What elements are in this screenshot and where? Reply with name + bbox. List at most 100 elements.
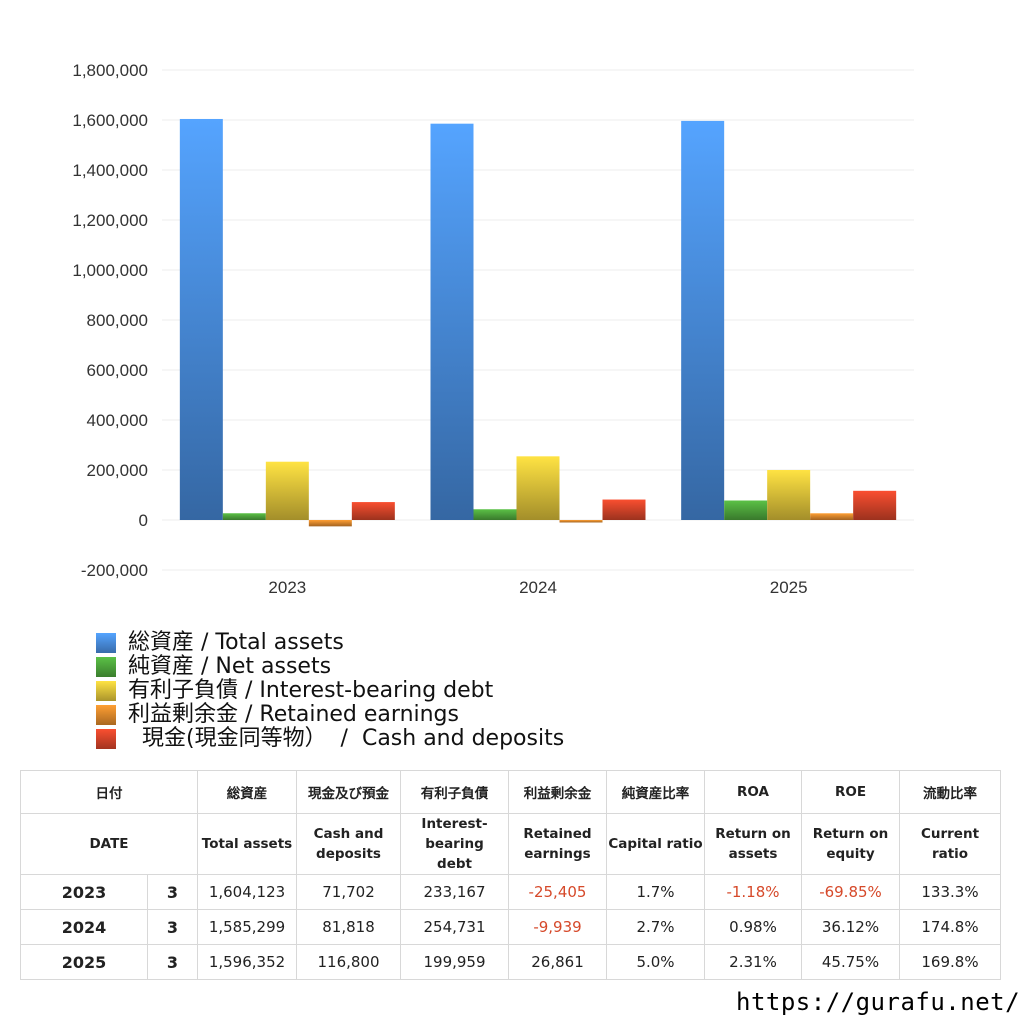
table-row: 2023 3 1,604,123 71,702 233,167 -25,405 1.7% -1…	[20, 874, 1001, 910]
legend-label: 現金(現金同等物） / Cash and deposits	[128, 726, 565, 751]
column-header-ja: ROA	[704, 770, 802, 814]
table-cell: 174.8%	[899, 909, 1001, 945]
x-tick-label: 2023	[268, 578, 306, 597]
legend: 総資産 / Total assets 純資産 / Net assets 有利子負債 …	[96, 631, 564, 751]
legend-label: 有利子負債 / Interest-bearing debt	[128, 678, 494, 703]
row-year: 2025	[20, 944, 148, 980]
x-tick-label: 2024	[519, 578, 557, 597]
table-cell: 116,800	[296, 944, 401, 980]
bar-2024-series-2	[473, 509, 517, 520]
legend-swatch	[96, 681, 116, 701]
y-axis-ticks: 1,800,000 1,600,000 1,400,000 1,200,000 1,00…	[72, 61, 148, 580]
site-url[interactable]: https://gurafu.net/	[736, 988, 1021, 1016]
bar-2023-series-5	[351, 502, 395, 520]
bar-2025-series-1	[681, 120, 725, 521]
row-month: 3	[147, 944, 198, 980]
table-cell: 1.7%	[606, 874, 705, 910]
column-header-ja: 現金及び預金	[296, 770, 401, 814]
legend-item: 現金(現金同等物） / Cash and deposits	[96, 727, 564, 751]
table-row: 2024 3 1,585,299 81,818 254,731 -9,939 2.7% 0.9…	[20, 909, 1001, 945]
bar-2024-series-4	[559, 520, 603, 523]
table-cell: 36.12%	[801, 909, 900, 945]
column-header-en: Retained earnings	[508, 813, 607, 875]
column-header-en: Total assets	[197, 813, 297, 875]
bar-2024-series-1	[430, 123, 474, 521]
table-cell: 233,167	[400, 874, 509, 910]
legend-item: 純資産 / Net assets	[96, 655, 564, 679]
bar-2023-series-1	[179, 118, 223, 521]
y-tick-label: 200,000	[87, 461, 148, 480]
legend-swatch	[96, 657, 116, 677]
y-tick-label: 600,000	[87, 361, 148, 380]
column-header-en: Current ratio	[899, 813, 1001, 875]
legend-item: 利益剰余金 / Retained earnings	[96, 703, 564, 727]
financial-table: 日付 総資産 現金及び預金 有利子負債 利益剰余金 純資産比率 ROA ROE 流動比率 DAT…	[20, 770, 1001, 980]
table-cell: -25,405	[508, 874, 607, 910]
table-cell: -9,939	[508, 909, 607, 945]
column-header-en: Return on assets	[704, 813, 802, 875]
y-tick-label: -200,000	[81, 561, 148, 580]
row-year: 2023	[20, 874, 148, 910]
bar-chart: 1,800,000 1,600,000 1,400,000 1,200,000 1,00…	[72, 61, 914, 597]
legend-swatch	[96, 729, 116, 749]
bar-2025-series-5	[853, 490, 897, 520]
header-row-english: DATE Total assets Cash and deposits Interest…	[20, 813, 1001, 875]
legend-label: 純資産 / Net assets	[128, 654, 332, 679]
bar-2024-series-3	[516, 456, 560, 520]
column-header-ja: 有利子負債	[400, 770, 509, 814]
table-cell: 45.75%	[801, 944, 900, 980]
legend-swatch	[96, 633, 116, 653]
table-cell: 169.8%	[899, 944, 1001, 980]
table-cell: 1,596,352	[197, 944, 297, 980]
header-row-japanese: 日付 総資産 現金及び預金 有利子負債 利益剰余金 純資産比率 ROA ROE 流動比率	[20, 770, 1001, 814]
table-cell: -69.85%	[801, 874, 900, 910]
column-header-en: Cash and deposits	[296, 813, 401, 875]
column-header-en: Return on equity	[801, 813, 900, 875]
y-tick-label: 1,600,000	[72, 111, 148, 130]
column-header-en: Capital ratio	[606, 813, 705, 875]
table-cell: 1,604,123	[197, 874, 297, 910]
y-tick-label: 400,000	[87, 411, 148, 430]
legend-item: 有利子負債 / Interest-bearing debt	[96, 679, 564, 703]
column-header-ja: 利益剰余金	[508, 770, 607, 814]
legend-item: 総資産 / Total assets	[96, 631, 564, 655]
table-cell: 2.7%	[606, 909, 705, 945]
bar-2025-series-4	[810, 513, 854, 520]
bar-2025-series-2	[724, 500, 768, 520]
table-cell: 199,959	[400, 944, 509, 980]
column-header-en: Interest-bearing debt	[400, 813, 509, 875]
legend-swatch	[96, 705, 116, 725]
legend-label: 利益剰余金 / Retained earnings	[128, 702, 459, 727]
column-header-en: DATE	[20, 813, 198, 875]
table-cell: 2.31%	[704, 944, 802, 980]
table-row: 2025 3 1,596,352 116,800 199,959 26,861 5.0% 2.…	[20, 944, 1001, 980]
bars	[179, 118, 897, 527]
y-tick-label: 1,200,000	[72, 211, 148, 230]
table-cell: 0.98%	[704, 909, 802, 945]
column-header-ja: 純資産比率	[606, 770, 705, 814]
table-cell: 5.0%	[606, 944, 705, 980]
table-cell: -1.18%	[704, 874, 802, 910]
table-cell: 1,585,299	[197, 909, 297, 945]
table-cell: 133.3%	[899, 874, 1001, 910]
legend-label: 総資産 / Total assets	[128, 630, 344, 655]
y-tick-label: 0	[139, 511, 148, 530]
row-year: 2024	[20, 909, 148, 945]
bar-2023-series-3	[265, 461, 309, 520]
column-header-ja: 流動比率	[899, 770, 1001, 814]
column-header-ja: ROE	[801, 770, 900, 814]
bar-2023-series-2	[222, 513, 266, 520]
bar-2025-series-3	[767, 470, 811, 520]
x-tick-label: 2025	[770, 578, 808, 597]
table-cell: 81,818	[296, 909, 401, 945]
y-tick-label: 800,000	[87, 311, 148, 330]
x-axis-ticks: 2023 2024 2025	[268, 578, 807, 597]
bar-2023-series-4	[308, 520, 352, 527]
row-month: 3	[147, 909, 198, 945]
table-cell: 254,731	[400, 909, 509, 945]
y-tick-label: 1,400,000	[72, 161, 148, 180]
table-cell: 26,861	[508, 944, 607, 980]
column-header-ja: 総資産	[197, 770, 297, 814]
bar-2024-series-5	[602, 499, 646, 520]
table-cell: 71,702	[296, 874, 401, 910]
